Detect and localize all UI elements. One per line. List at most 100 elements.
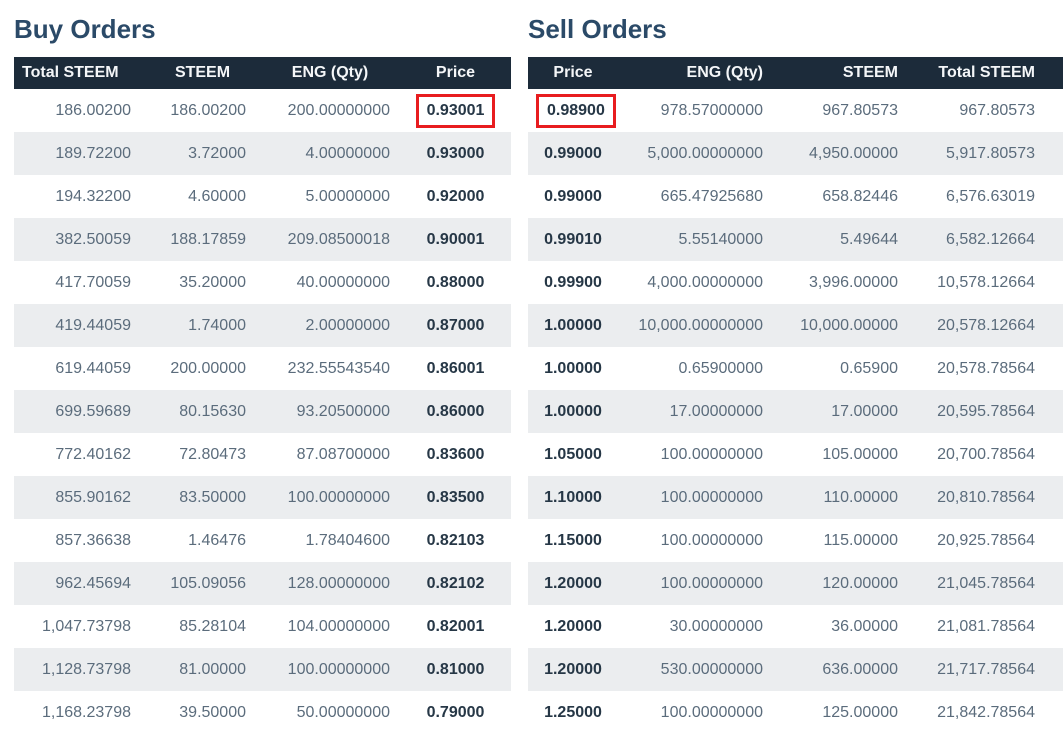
- buy-cell: 100.00000000: [287, 660, 390, 678]
- buy-cell: 0.79000: [426, 703, 485, 721]
- buy-cell: 857.36638: [55, 531, 131, 549]
- buy-cell: 93.20500000: [296, 402, 390, 420]
- sell-cell: 0.99000: [544, 144, 602, 162]
- sell-cell: 17.00000: [831, 402, 898, 420]
- sell-column-header: ENG (Qty): [618, 57, 780, 89]
- sell-order-row: 0.99000 665.47925680 658.82446 6,576.63019: [528, 175, 1063, 218]
- sell-cell: 105.00000: [822, 445, 898, 463]
- buy-order-row: 619.44059 200.00000 232.55543540 0.86001: [14, 347, 511, 390]
- buy-cell: 1.46476: [188, 531, 246, 549]
- sell-cell: 0.65900: [840, 359, 898, 377]
- sell-orders-body: 0.98900 978.57000000 967.80573 967.80573 0.9…: [528, 89, 1063, 734]
- sell-cell: 1.25000: [544, 703, 602, 721]
- sell-order-row: 1.25000 100.00000000 125.00000 21,842.78564: [528, 691, 1063, 734]
- sell-cell: 125.00000: [822, 703, 898, 721]
- buy-cell: 40.00000000: [296, 273, 390, 291]
- sell-cell: 36.00000: [831, 617, 898, 635]
- buy-cell: 186.00200: [170, 101, 246, 119]
- sell-cell: 21,045.78564: [937, 574, 1035, 592]
- sell-order-row: 1.00000 10,000.00000000 10,000.00000 20,578…: [528, 304, 1063, 347]
- buy-cell: 4.00000000: [305, 144, 390, 162]
- sell-order-row: 1.20000 100.00000000 120.00000 21,045.78564: [528, 562, 1063, 605]
- buy-cell: 5.00000000: [305, 187, 390, 205]
- sell-cell: 21,842.78564: [937, 703, 1035, 721]
- buy-cell: 699.59689: [55, 402, 131, 420]
- best-price-highlight: 0.93001: [415, 93, 496, 128]
- buy-order-row: 772.40162 72.80473 87.08700000 0.83600: [14, 433, 511, 476]
- buy-cell: 1,128.73798: [42, 660, 131, 678]
- sell-cell: 3,996.00000: [809, 273, 898, 291]
- sell-cell: 100.00000000: [660, 445, 763, 463]
- buy-order-row: 962.45694 105.09056 128.00000000 0.82102: [14, 562, 511, 605]
- buy-cell: 417.70059: [55, 273, 131, 291]
- buy-cell: 186.00200: [55, 101, 131, 119]
- sell-cell: 530.00000000: [660, 660, 763, 678]
- sell-cell: 1.05000: [544, 445, 602, 463]
- sell-cell: 967.80573: [822, 101, 898, 119]
- sell-cell: 1.15000: [544, 531, 602, 549]
- sell-cell: 4,000.00000000: [647, 273, 763, 291]
- sell-cell: 100.00000000: [660, 703, 763, 721]
- sell-order-row: 1.00000 17.00000000 17.00000 20,595.78564: [528, 390, 1063, 433]
- sell-cell: 0.99000: [544, 187, 602, 205]
- best-price-highlight: 0.98900: [536, 93, 616, 128]
- sell-cell: 5,917.80573: [946, 144, 1035, 162]
- sell-cell: 100.00000000: [660, 574, 763, 592]
- sell-cell: 1.20000: [544, 574, 602, 592]
- buy-cell: 1.78404600: [305, 531, 390, 549]
- buy-cell: 100.00000000: [287, 488, 390, 506]
- sell-orders-header: Price ENG (Qty) STEEM Total STEEM: [528, 57, 1063, 89]
- sell-column-header: Total STEEM: [915, 57, 1063, 89]
- sell-cell: 636.00000: [822, 660, 898, 678]
- buy-cell: 35.20000: [179, 273, 246, 291]
- buy-cell: 0.86001: [426, 359, 485, 377]
- buy-order-row: 699.59689 80.15630 93.20500000 0.86000: [14, 390, 511, 433]
- buy-cell: 382.50059: [55, 230, 131, 248]
- sell-cell: 115.00000: [823, 531, 898, 549]
- sell-cell: 10,578.12664: [937, 273, 1035, 291]
- buy-cell: 619.44059: [55, 359, 131, 377]
- sell-cell: 20,578.78564: [937, 359, 1035, 377]
- buy-cell: 0.88000: [426, 273, 485, 291]
- buy-column-header: Price: [400, 57, 511, 89]
- buy-cell: 3.72000: [188, 144, 246, 162]
- buy-cell: 87.08700000: [296, 445, 390, 463]
- buy-cell: 72.80473: [179, 445, 246, 463]
- sell-order-row: 0.99000 5,000.00000000 4,950.00000 5,917.80…: [528, 132, 1063, 175]
- buy-cell: 209.08500018: [287, 230, 390, 248]
- sell-cell: 0.99010: [544, 230, 602, 248]
- buy-cell: 962.45694: [55, 574, 131, 592]
- sell-cell: 100.00000000: [660, 531, 763, 549]
- buy-cell: 0.93001: [400, 89, 511, 132]
- sell-cell: 1.10000: [544, 488, 602, 506]
- sell-cell: 10,000.00000: [800, 316, 898, 334]
- sell-order-row: 1.00000 0.65900000 0.65900 20,578.78564: [528, 347, 1063, 390]
- buy-orders-panel: Buy Orders Total STEEM STEEM ENG (Qty) Pric…: [14, 0, 511, 734]
- buy-order-row: 186.00200 186.00200 200.00000000 0.93001: [14, 89, 511, 132]
- buy-cell: 0.82102: [426, 574, 485, 592]
- buy-order-row: 1,168.23798 39.50000 50.00000000 0.79000: [14, 691, 511, 734]
- buy-order-row: 1,047.73798 85.28104 104.00000000 0.82001: [14, 605, 511, 648]
- buy-cell: 200.00000000: [287, 101, 390, 119]
- sell-orders-table: Price ENG (Qty) STEEM Total STEEM 0.98900 97…: [528, 57, 1063, 734]
- sell-cell: 30.00000000: [669, 617, 763, 635]
- buy-order-row: 855.90162 83.50000 100.00000000 0.83500: [14, 476, 511, 519]
- buy-orders-table: Total STEEM STEEM ENG (Qty) Price 186.00200…: [14, 57, 511, 734]
- sell-order-row: 1.10000 100.00000000 110.00000 20,810.78564: [528, 476, 1063, 519]
- buy-cell: 0.81000: [426, 660, 485, 678]
- buy-cell: 189.72200: [55, 144, 131, 162]
- buy-cell: 772.40162: [55, 445, 131, 463]
- buy-cell: 85.28104: [179, 617, 246, 635]
- sell-cell: 5,000.00000000: [647, 144, 763, 162]
- buy-orders-title: Buy Orders: [14, 14, 156, 44]
- sell-cell: 100.00000000: [660, 488, 763, 506]
- sell-cell: 20,925.78564: [937, 531, 1035, 549]
- sell-cell: 1.00000: [544, 316, 602, 334]
- sell-cell: 20,595.78564: [937, 402, 1035, 420]
- buy-cell: 0.93000: [426, 144, 485, 162]
- sell-cell: 0.98900: [528, 89, 618, 132]
- sell-cell: 20,700.78564: [937, 445, 1035, 463]
- sell-order-row: 0.99900 4,000.00000000 3,996.00000 10,578.1…: [528, 261, 1063, 304]
- buy-cell: 419.44059: [55, 316, 131, 334]
